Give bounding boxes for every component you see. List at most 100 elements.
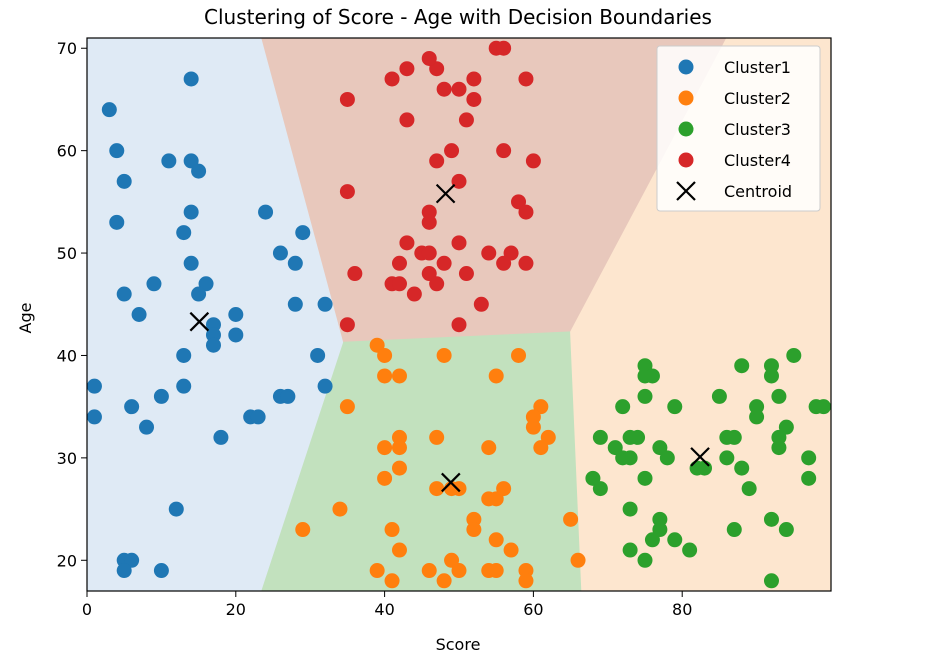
cluster1-point [228,327,244,343]
centroid-marker [441,472,461,493]
cluster1-point [161,153,177,169]
cluster2-point [436,347,452,363]
cluster4-point [421,245,437,261]
cluster1-point [109,143,125,159]
cluster1-point [183,204,199,220]
cluster1-point [131,307,147,322]
legend-label: Cluster3 [724,120,791,139]
cluster4-point [451,81,467,97]
cluster3-point [763,368,779,384]
y-tick-label: 20 [57,551,77,570]
cluster3-point [771,440,787,456]
cluster4-point [429,276,445,292]
cluster3-point [622,501,638,517]
cluster1-point [250,409,266,425]
cluster3-point [771,388,787,404]
cluster1-point [191,163,207,179]
x-tick-label: 40 [374,600,394,619]
legend-label: Cluster1 [724,58,791,77]
cluster1-point [176,347,192,363]
cluster3-point [592,429,608,445]
y-tick-label: 50 [57,244,77,263]
cluster4-point [458,266,474,282]
cluster2-point [563,511,579,527]
cluster2-point [525,419,541,435]
legend-label: Cluster4 [724,151,791,170]
cluster4-point [399,61,415,77]
x-axis-label: Score [436,635,481,654]
centroid-marker [189,311,210,332]
cluster2-point [391,368,407,384]
cluster4-point [391,255,407,271]
cluster2-point [339,399,355,415]
y-tick-label: 70 [57,39,77,58]
cluster2-point [511,347,527,363]
cluster4-point [496,255,512,271]
cluster1-point [124,399,140,415]
cluster2-point [391,460,407,476]
cluster2-point [488,563,504,579]
cluster2-point [421,563,437,579]
cluster4-point [451,235,467,251]
legend-label: Centroid [724,182,792,201]
cluster2-point [391,542,407,558]
cluster1-point [87,409,102,425]
cluster4-point [451,317,467,333]
cluster3-point [719,450,735,466]
y-tick-label: 40 [57,346,77,365]
cluster3-point [659,450,675,466]
cluster1-point [183,255,199,271]
cluster1-point [116,563,132,579]
cluster4-point [399,235,415,251]
cluster2-point [436,573,452,589]
cluster4-point [399,112,415,128]
cluster3-point [749,409,765,425]
cluster1-point [139,419,155,435]
legend-marker-cluster1 [678,59,694,75]
cluster4-point [458,112,474,128]
chart-title: Clustering of Score - Age with Decision … [204,5,712,29]
legend: Cluster1 Cluster2 Cluster3 Cluster4 Centroid [656,45,821,212]
cluster4-point [466,91,482,107]
cluster2-point [377,440,393,456]
y-tick-label: 60 [57,142,77,161]
cluster4-point [444,143,460,159]
cluster1-point [191,286,207,302]
cluster1-point [287,255,303,271]
cluster1-point [183,71,199,87]
plot-frame [86,37,832,592]
cluster2-point [332,501,348,517]
cluster3-point [630,429,646,445]
cluster2-point [451,563,467,579]
cluster1-point [295,225,311,241]
cluster1-point [116,286,132,302]
cluster4-point [339,91,355,107]
cluster2-point [429,429,445,445]
cluster3-point [719,429,735,445]
cluster4-point [421,50,437,66]
cluster3-point [734,460,750,476]
cluster1-point [213,429,229,445]
cluster3-point [801,450,817,466]
cluster4-point [339,317,355,333]
cluster3-point [816,399,831,415]
cluster2-point [369,563,385,579]
cluster2-point [295,522,311,538]
y-axis-label: Age [16,303,35,334]
plot-area [86,37,832,592]
cluster2-point [488,532,504,548]
cluster1-point [101,102,117,118]
centroid-marker [435,183,456,204]
cluster2-point [391,440,407,456]
cluster4-point [466,71,482,87]
legend-box [656,45,821,212]
y-axis: 20 30 40 50 60 70 [57,39,87,570]
cluster4-point [406,286,422,302]
centroid-marker [690,447,710,467]
cluster3-point [786,347,802,363]
cluster3-point [801,470,817,486]
legend-marker-centroid [676,181,696,201]
cluster2-point [377,347,393,363]
legend-label: Cluster2 [724,89,791,108]
cluster4-point [518,255,534,271]
